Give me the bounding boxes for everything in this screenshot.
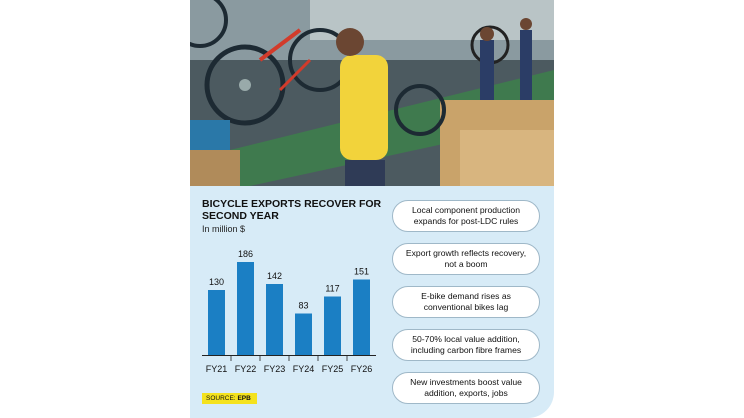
bar-fy26 bbox=[353, 279, 370, 355]
data-label: 151 bbox=[354, 267, 369, 277]
highlight-pill: Local component production expands for p… bbox=[392, 200, 540, 232]
x-tick-label: FY24 bbox=[293, 364, 315, 374]
highlight-text: 50-70% local value addition, including c… bbox=[410, 334, 522, 355]
bar-fy21 bbox=[208, 290, 225, 355]
x-tick-label: FY21 bbox=[206, 364, 228, 374]
x-tick-label: FY26 bbox=[351, 364, 373, 374]
highlight-pill: E-bike demand rises as conventional bike… bbox=[392, 286, 540, 318]
chart-title: BICYCLE EXPORTS RECOVER FOR SECOND YEAR bbox=[202, 198, 382, 222]
chart-unit-label: In million $ bbox=[202, 224, 246, 234]
infographic-panel: BICYCLE EXPORTS RECOVER FOR SECOND YEAR … bbox=[190, 0, 554, 418]
data-label: 117 bbox=[325, 284, 339, 294]
bar-fy22 bbox=[237, 262, 254, 355]
highlight-pill: New investments boost value addition, ex… bbox=[392, 372, 540, 404]
source-label: SOURCE: bbox=[206, 395, 236, 402]
highlight-text: E-bike demand rises as conventional bike… bbox=[421, 291, 511, 312]
bar-fy25 bbox=[324, 296, 341, 355]
source-note: SOURCE: EPB bbox=[202, 393, 257, 404]
highlight-text: Export growth reflects recovery, not a b… bbox=[405, 248, 527, 269]
data-label: 186 bbox=[238, 249, 253, 259]
x-tick-label: FY25 bbox=[322, 364, 344, 374]
factory-photo bbox=[190, 0, 554, 186]
bar-chart: 130 FY21 186 FY22 142 FY23 83 FY24 117 FY25 151 FY2… bbox=[202, 249, 376, 374]
source-value: EPB bbox=[237, 395, 251, 402]
x-tick-label: FY22 bbox=[235, 364, 257, 374]
highlight-pill: 50-70% local value addition, including c… bbox=[392, 329, 540, 361]
bar-fy23 bbox=[266, 284, 283, 355]
x-tick-label: FY23 bbox=[264, 364, 286, 374]
highlight-text: New investments boost value addition, ex… bbox=[410, 377, 522, 398]
data-label: 83 bbox=[298, 301, 308, 311]
bar-fy24 bbox=[295, 313, 312, 355]
data-label: 130 bbox=[209, 277, 224, 287]
highlight-text: Local component production expands for p… bbox=[412, 205, 520, 226]
data-label: 142 bbox=[267, 271, 282, 281]
highlight-pill: Export growth reflects recovery, not a b… bbox=[392, 243, 540, 275]
